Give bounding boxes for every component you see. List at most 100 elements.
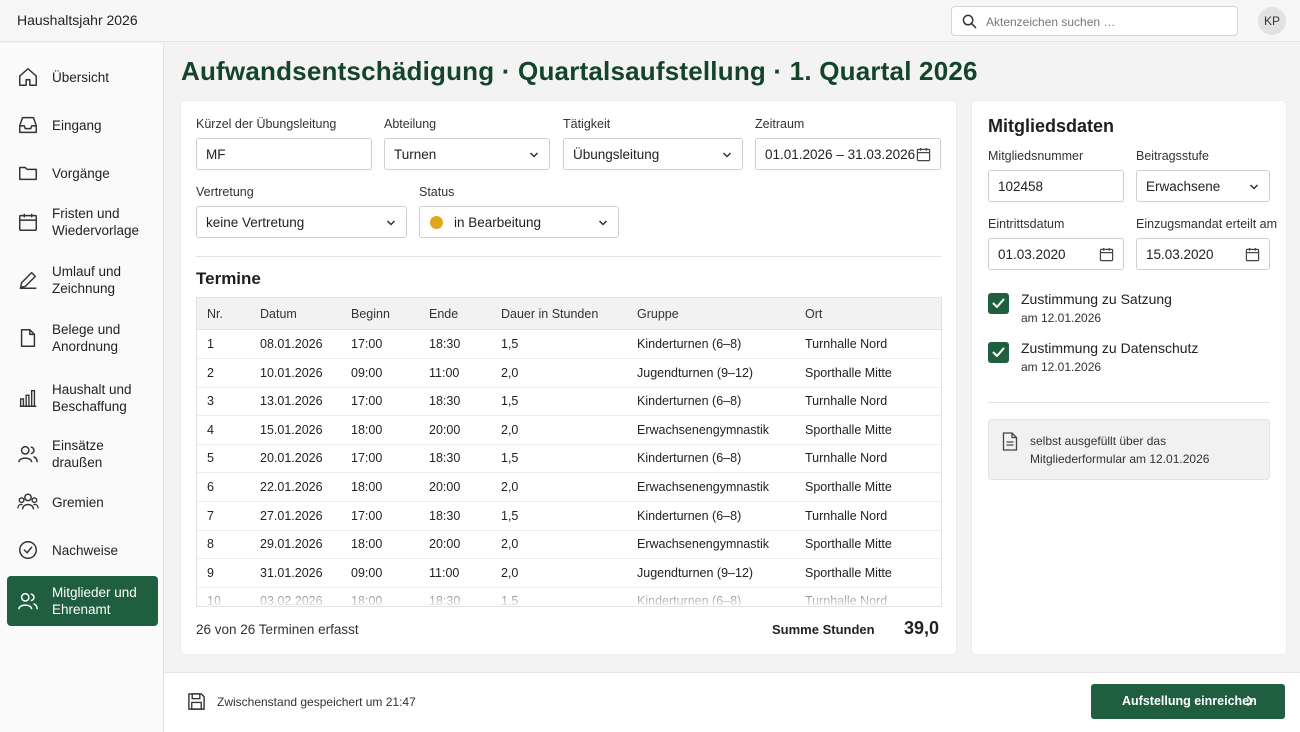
cell-ort: Sporthalle Mitte <box>805 565 892 580</box>
cell-beginn: 17:00 <box>351 508 383 523</box>
datenschutz-checkbox[interactable] <box>988 342 1009 363</box>
cell-dauer: 2,0 <box>501 422 519 437</box>
sidebar-item-vorgaenge[interactable]: Vorgänge <box>7 149 158 197</box>
cell-beginn: 09:00 <box>351 565 383 580</box>
cell-ende: 11:00 <box>429 565 460 580</box>
kuerzel-label: Kürzel der Übungsleitung <box>196 117 337 131</box>
cell-datum: 31.01.2026 <box>260 565 323 580</box>
beitragsstufe-value: Erwachsene <box>1146 179 1221 194</box>
calendar-icon[interactable] <box>1245 247 1260 262</box>
vertretung-select[interactable]: keine Vertretung <box>196 206 407 238</box>
einzugsmandat-field[interactable]: 15.03.2020 <box>1136 238 1270 270</box>
table-header: Nr. Datum Beginn Ende Dauer in Stunden G… <box>197 298 941 330</box>
table-row[interactable]: 4 15.01.2026 18:00 20:00 2,0 Erwachsenengymna… <box>197 416 941 445</box>
check-circle-icon <box>19 541 37 559</box>
table-row[interactable]: 3 13.01.2026 17:00 18:30 1,5 Kinderturnen (6–… <box>197 387 941 417</box>
datenschutz-date: am 12.01.2026 <box>1021 360 1102 374</box>
col-nr: Nr. <box>207 307 223 321</box>
col-gruppe: Gruppe <box>637 307 679 321</box>
sidebar-item-eingang[interactable]: Eingang <box>7 101 158 149</box>
cell-beginn: 18:00 <box>351 480 383 494</box>
calendar-icon[interactable] <box>1099 247 1114 262</box>
eintrittsdatum-field[interactable]: 01.03.2020 <box>988 238 1124 270</box>
kuerzel-field[interactable]: MF <box>196 138 372 170</box>
cell-beginn: 17:00 <box>351 394 383 409</box>
abteilung-value: Turnen <box>394 147 437 162</box>
sidebar-item-umlauf[interactable]: Umlauf und Zeichnung <box>7 257 158 303</box>
cell-ende: 18:30 <box>429 451 461 466</box>
status-label: Status <box>419 185 455 199</box>
mitgliedsnummer-field[interactable]: 102458 <box>988 170 1124 202</box>
chevron-down-icon <box>386 220 396 226</box>
table-row[interactable]: 8 29.01.2026 18:00 20:00 2,0 Erwachsenengymna… <box>197 530 941 560</box>
cell-ort: Turnhalle Nord <box>805 337 888 351</box>
cell-datum: 20.01.2026 <box>260 451 323 466</box>
sidebar-item-fristen[interactable]: Fristen und Wiedervorlage <box>7 199 158 245</box>
cell-ort: Sporthalle Mitte <box>805 365 892 380</box>
submit-label: Aufstellung einreichen <box>1122 694 1257 708</box>
cell-nr: 4 <box>207 422 214 437</box>
table-fade <box>197 582 941 606</box>
calendar-icon[interactable] <box>916 147 931 162</box>
zeitraum-value: 01.01.2026 – 31.03.2026 <box>765 147 916 162</box>
cell-dauer: 2,0 <box>501 537 519 552</box>
sum-label: Summe Stunden <box>772 622 875 637</box>
sidebar-item-haushalt[interactable]: Haushalt und Beschaffung <box>7 375 158 421</box>
cell-datum: 22.01.2026 <box>260 480 323 494</box>
cell-datum: 29.01.2026 <box>260 537 323 552</box>
page-title: Aufwandsentschädigung · Quartalsaufstell… <box>181 56 978 86</box>
cell-datum: 08.01.2026 <box>260 337 323 351</box>
cell-nr: 5 <box>207 451 214 466</box>
cell-gruppe: Erwachsenengymnastik <box>637 422 770 437</box>
vertretung-label: Vertretung <box>196 185 254 199</box>
search-input[interactable] <box>986 12 1226 32</box>
sidebar-item-belege[interactable]: Belege und Anordnung <box>7 315 158 361</box>
note-text: selbst ausgefüllt über das Mitgliederfor… <box>1030 434 1210 466</box>
table-row[interactable]: 2 10.01.2026 09:00 11:00 2,0 Jugendturnen (9–… <box>197 359 941 388</box>
members-icon <box>18 592 38 610</box>
status-select[interactable]: in Bearbeitung <box>419 206 619 238</box>
users-icon <box>18 445 38 463</box>
col-beginn: Beginn <box>351 307 390 321</box>
cell-nr: 2 <box>207 365 214 380</box>
mitgliedsnummer-label: Mitgliedsnummer <box>988 149 1084 163</box>
cell-gruppe: Jugendturnen (9–12) <box>637 565 754 580</box>
col-ende: Ende <box>429 307 459 321</box>
taetigkeit-select[interactable]: Übungsleitung <box>563 138 743 170</box>
termine-count: 26 von 26 Terminen erfasst <box>196 622 359 637</box>
sidebar-item-mitglieder[interactable]: Mitglieder und Ehrenamt <box>7 576 158 626</box>
sidebar-item-nachweise[interactable]: Nachweise <box>7 527 158 573</box>
document-icon <box>20 329 36 347</box>
sidebar-item-label: Haushalt und Beschaffung <box>52 382 132 414</box>
satzung-checkbox[interactable] <box>988 293 1009 314</box>
cell-beginn: 17:00 <box>351 337 383 351</box>
avatar[interactable]: KP <box>1258 7 1286 35</box>
beitragsstufe-select[interactable]: Erwachsene <box>1136 170 1270 202</box>
cell-dauer: 1,5 <box>501 337 519 351</box>
sidebar-item-gremien[interactable]: Gremien <box>7 479 158 525</box>
divider <box>196 256 942 257</box>
member-title: Mitgliedsdaten <box>988 116 1115 136</box>
termine-table[interactable]: Nr. Datum Beginn Ende Dauer in Stunden G… <box>196 297 942 607</box>
cell-beginn: 18:00 <box>351 537 383 552</box>
satzung-date: am 12.01.2026 <box>1021 311 1102 325</box>
table-row[interactable]: 5 20.01.2026 17:00 18:30 1,5 Kinderturnen (6–… <box>197 444 941 474</box>
sidebar-item-einsaetze[interactable]: Einsätze draußen <box>7 431 158 477</box>
einzugsmandat-label: Einzugsmandat erteilt am <box>1136 217 1278 231</box>
chevron-down-icon <box>598 220 608 226</box>
table-row[interactable]: 7 27.01.2026 17:00 18:30 1,5 Kinderturnen (6–… <box>197 502 941 531</box>
save-icon <box>188 693 205 710</box>
cell-dauer: 2,0 <box>501 365 519 380</box>
zeitraum-field[interactable]: 01.01.2026 – 31.03.2026 <box>755 138 941 170</box>
cell-ende: 18:30 <box>429 337 461 351</box>
table-row[interactable]: 6 22.01.2026 18:00 20:00 2,0 Erwachsenengymna… <box>197 473 941 502</box>
abteilung-select[interactable]: Turnen <box>384 138 550 170</box>
sidebar-item-uebersicht[interactable]: Übersicht <box>7 53 158 101</box>
check-icon <box>992 347 1005 357</box>
submit-button[interactable]: Aufstellung einreichen <box>1091 684 1285 719</box>
table-row[interactable]: 1 08.01.2026 17:00 18:30 1,5 Kinderturnen (6–… <box>197 330 941 359</box>
form-source-note: selbst ausgefüllt über das Mitgliederfor… <box>988 419 1270 480</box>
search-box[interactable] <box>951 6 1238 36</box>
cell-dauer: 2,0 <box>501 480 519 494</box>
cell-gruppe: Erwachsenengymnastik <box>637 537 770 552</box>
